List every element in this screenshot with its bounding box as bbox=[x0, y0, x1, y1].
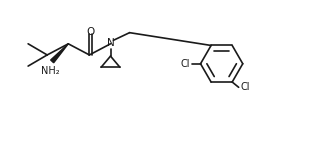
Text: Cl: Cl bbox=[181, 59, 190, 69]
Text: N: N bbox=[107, 38, 115, 48]
Text: O: O bbox=[86, 27, 95, 37]
Text: NH₂: NH₂ bbox=[40, 66, 59, 76]
Polygon shape bbox=[51, 44, 68, 63]
Text: Cl: Cl bbox=[240, 82, 250, 92]
